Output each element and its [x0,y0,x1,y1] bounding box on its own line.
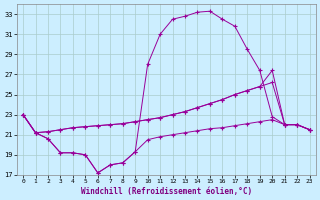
X-axis label: Windchill (Refroidissement éolien,°C): Windchill (Refroidissement éolien,°C) [81,187,252,196]
